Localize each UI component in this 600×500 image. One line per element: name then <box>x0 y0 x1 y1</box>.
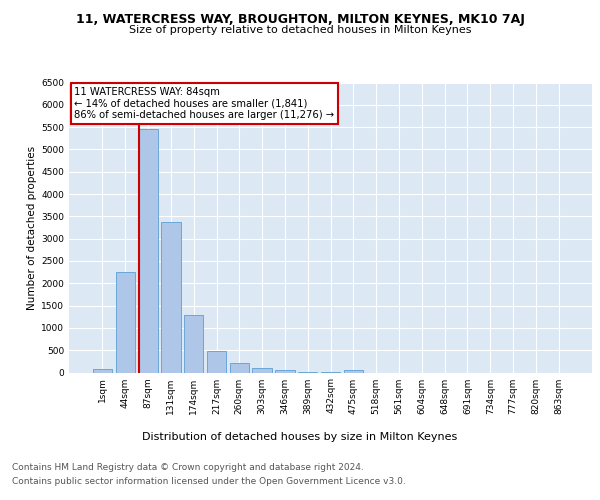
Y-axis label: Number of detached properties: Number of detached properties <box>27 146 37 310</box>
Text: 11, WATERCRESS WAY, BROUGHTON, MILTON KEYNES, MK10 7AJ: 11, WATERCRESS WAY, BROUGHTON, MILTON KE… <box>76 12 524 26</box>
Bar <box>161 222 181 372</box>
Bar <box>207 351 226 372</box>
Bar <box>275 370 295 372</box>
Bar <box>230 362 249 372</box>
Text: Contains public sector information licensed under the Open Government Licence v3: Contains public sector information licen… <box>12 477 406 486</box>
Bar <box>139 130 158 372</box>
Bar <box>116 272 135 372</box>
Bar <box>344 370 363 372</box>
Text: 11 WATERCRESS WAY: 84sqm
← 14% of detached houses are smaller (1,841)
86% of sem: 11 WATERCRESS WAY: 84sqm ← 14% of detach… <box>74 87 334 120</box>
Text: Distribution of detached houses by size in Milton Keynes: Distribution of detached houses by size … <box>142 432 458 442</box>
Bar <box>93 369 112 372</box>
Text: Size of property relative to detached houses in Milton Keynes: Size of property relative to detached ho… <box>129 25 471 35</box>
Text: Contains HM Land Registry data © Crown copyright and database right 2024.: Contains HM Land Registry data © Crown c… <box>12 464 364 472</box>
Bar <box>253 368 272 372</box>
Bar <box>184 315 203 372</box>
